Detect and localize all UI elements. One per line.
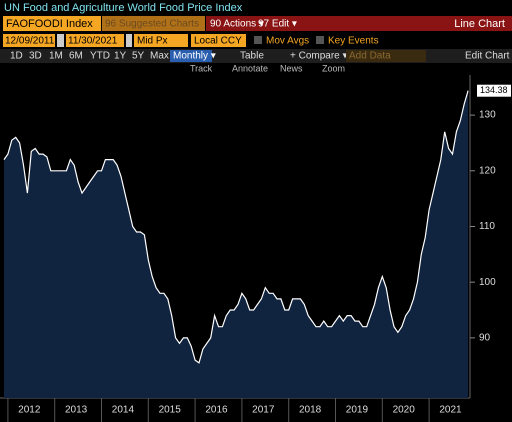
range-button[interactable]: 5Y xyxy=(132,51,145,62)
currency: Local CCY xyxy=(194,36,242,47)
edit-chart[interactable]: Edit Chart xyxy=(465,51,510,62)
key-events: Key Events xyxy=(328,36,379,47)
date-box[interactable] xyxy=(66,34,124,47)
add-data: Add Data xyxy=(349,51,391,62)
compare-button[interactable]: + Compare ▾ xyxy=(290,51,348,62)
currency-box[interactable] xyxy=(191,34,246,47)
menu-bar xyxy=(206,16,512,31)
x-tick-label: 2018 xyxy=(299,405,322,416)
date-box[interactable] xyxy=(3,34,55,47)
range-button[interactable]: 3D xyxy=(29,51,42,62)
date-picker[interactable] xyxy=(126,34,132,47)
add-data-box[interactable] xyxy=(346,50,426,62)
y-tick-label: 110 xyxy=(479,221,495,232)
last-value-box xyxy=(477,84,511,97)
actions-menu[interactable]: 90 Actions ▾ xyxy=(210,19,264,30)
last-value-label: 134.38 xyxy=(480,85,508,95)
x-tick-label: 2013 xyxy=(65,405,88,416)
start-date: 12/09/2011 xyxy=(5,36,55,47)
checkbox[interactable] xyxy=(254,36,262,44)
chart-title: UN Food and Agriculture World Food Price… xyxy=(4,2,243,14)
period: Monthly ▾ xyxy=(173,51,216,62)
table-button[interactable]: Table xyxy=(240,51,264,62)
tool-button[interactable]: Track xyxy=(190,63,213,73)
x-tick-label: 2014 xyxy=(112,405,135,416)
chart-kind: Line Chart xyxy=(454,18,505,30)
range-button[interactable]: 6M xyxy=(69,51,83,62)
ticker-box[interactable] xyxy=(3,16,101,31)
range-button[interactable]: 1D xyxy=(10,51,23,62)
price-box[interactable] xyxy=(134,34,188,47)
ticker: FAOFOODI Index xyxy=(6,18,93,30)
edit-menu[interactable]: 97 Edit ▾ xyxy=(258,19,297,30)
x-tick-label: 2017 xyxy=(252,405,275,416)
tool-button[interactable]: Zoom xyxy=(322,63,345,73)
suggested: 96 Suggested Charts xyxy=(105,19,199,30)
range-button[interactable]: YTD xyxy=(90,51,110,62)
area xyxy=(4,90,469,398)
y-tick-label: 120 xyxy=(479,165,496,176)
x-tick-label: 2012 xyxy=(18,405,41,416)
tool-button[interactable]: Annotate xyxy=(232,63,268,73)
range-button[interactable]: 1Y xyxy=(114,51,127,62)
x-tick-label: 2015 xyxy=(159,405,182,416)
range-button[interactable]: 1M xyxy=(49,51,63,62)
suggested-box[interactable] xyxy=(102,16,205,31)
y-tick-label: 130 xyxy=(479,110,496,121)
x-tick-label: 2021 xyxy=(439,405,462,416)
price: Mid Px xyxy=(137,36,168,47)
x-tick-label: 2020 xyxy=(393,405,416,416)
mov-avgs: Mov Avgs xyxy=(266,36,309,47)
range-button[interactable]: Max xyxy=(150,51,169,62)
y-tick-label: 90 xyxy=(479,332,491,343)
period-box[interactable] xyxy=(170,50,212,62)
date-picker[interactable] xyxy=(57,34,64,47)
x-tick-label: 2019 xyxy=(346,405,369,416)
line xyxy=(3,90,469,364)
x-tick-label: 2016 xyxy=(205,405,228,416)
y-tick-label: 100 xyxy=(479,277,496,288)
tool-button[interactable]: News xyxy=(280,63,303,73)
checkbox[interactable] xyxy=(316,36,324,44)
end-date: 11/30/2021 xyxy=(68,36,118,47)
